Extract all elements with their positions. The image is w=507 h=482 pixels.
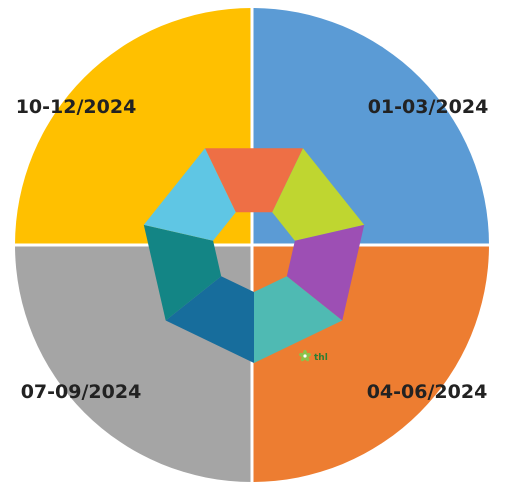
center-segment-5 xyxy=(165,276,254,363)
quadrant-q4-label: 10-12/2024 xyxy=(16,96,137,118)
center-segment-2 xyxy=(272,148,365,241)
logo-text: thl xyxy=(314,353,328,363)
center-segment-6 xyxy=(143,224,222,321)
center-segment-1 xyxy=(205,148,303,213)
quadrant-q2-label: 04-06/2024 xyxy=(367,381,488,403)
quadrant-q3-label: 07-09/2024 xyxy=(21,381,142,403)
star-flower-icon xyxy=(299,349,311,362)
center-segment-3 xyxy=(286,224,365,321)
center-segment-7 xyxy=(143,148,236,241)
center-segment-ring xyxy=(143,148,365,363)
quadrant-q1-label: 01-03/2024 xyxy=(368,96,489,118)
logo: thl xyxy=(299,349,328,363)
center-segment-4 xyxy=(254,276,343,363)
